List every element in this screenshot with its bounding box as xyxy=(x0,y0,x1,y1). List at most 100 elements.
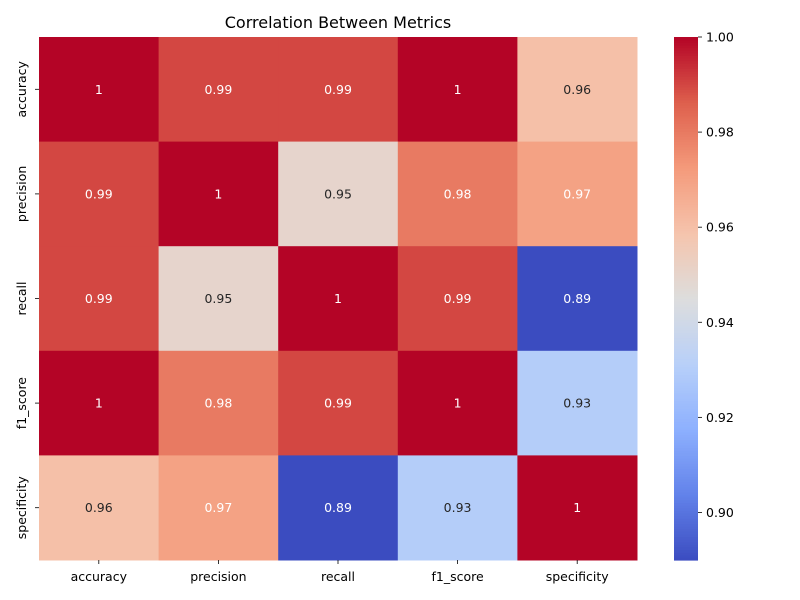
cell-value-label: 0.97 xyxy=(204,500,232,515)
colorbar-segment xyxy=(674,112,698,117)
colorbar-segment xyxy=(674,251,698,255)
colorbar-segment xyxy=(674,437,698,441)
heatmap-cell xyxy=(158,37,279,143)
colorbar-segment xyxy=(674,149,698,153)
colorbar-segment xyxy=(674,512,698,517)
colorbar: 0.90 0.92 0.94 0.96 0.98 1.00 xyxy=(674,30,734,561)
colorbar-segment xyxy=(674,94,698,98)
colorbar-segment xyxy=(674,410,698,415)
colorbar-segment xyxy=(674,57,698,62)
colorbar-segment xyxy=(674,144,698,148)
colorbar-segment xyxy=(674,248,698,253)
colorbar-segment xyxy=(674,502,698,506)
colorbar-segment xyxy=(674,465,698,470)
colorbar-segment xyxy=(674,154,698,158)
colorbar-segment xyxy=(674,256,698,260)
colorbar-segment xyxy=(674,324,698,328)
colorbar-segment xyxy=(674,204,698,208)
colorbar-segment xyxy=(674,392,698,396)
colorbar-segment xyxy=(674,99,698,103)
colorbar-segment xyxy=(674,230,698,234)
colorbar-segment xyxy=(674,541,698,545)
cell-value-label: 0.95 xyxy=(324,186,352,201)
colorbar-segment xyxy=(674,447,698,451)
colorbar-segment xyxy=(674,374,698,378)
colorbar-segment xyxy=(674,463,698,467)
colorbar-segment xyxy=(674,81,698,85)
cell-value-label: 0.99 xyxy=(85,186,113,201)
cell-value-label: 0.93 xyxy=(444,500,472,515)
colorbar-segment xyxy=(674,408,698,412)
colorbar-segment xyxy=(674,486,698,490)
colorbar-segment xyxy=(674,460,698,464)
cell-value-label: 1 xyxy=(454,396,462,411)
colorbar-segment xyxy=(674,319,698,323)
colorbar-tick-label: 0.90 xyxy=(706,505,734,520)
heatmap-cell xyxy=(39,141,160,247)
colorbar-segment xyxy=(674,277,698,281)
cell-value-label: 1 xyxy=(95,82,103,97)
colorbar-segment xyxy=(674,274,698,279)
colorbar-segment xyxy=(674,531,698,535)
colorbar-segment xyxy=(674,165,698,169)
colorbar-segment xyxy=(674,298,698,302)
colorbar-segment xyxy=(674,42,698,46)
heatmap-cell xyxy=(278,350,399,456)
colorbar-segment xyxy=(674,518,698,522)
colorbar-segment xyxy=(674,533,698,538)
colorbar-segment xyxy=(674,138,698,143)
y-tick-label: recall xyxy=(14,281,29,315)
heatmap-cell xyxy=(39,350,160,456)
cell-value-label: 0.99 xyxy=(444,291,472,306)
heatmap-cell xyxy=(158,141,279,247)
colorbar-segment xyxy=(674,110,698,114)
colorbar-segment xyxy=(674,458,698,462)
colorbar-segment xyxy=(674,471,698,475)
colorbar-segment xyxy=(674,546,698,551)
colorbar-segment xyxy=(674,418,698,423)
heatmap-cell xyxy=(278,455,399,561)
colorbar-segment xyxy=(674,424,698,428)
colorbar-segment xyxy=(674,70,698,75)
cell-value-label: 0.99 xyxy=(204,82,232,97)
heatmap-cell xyxy=(397,141,518,247)
colorbar-segment xyxy=(674,342,698,347)
colorbar-segment xyxy=(674,157,698,161)
colorbar-segment xyxy=(674,267,698,271)
colorbar-segment xyxy=(674,238,698,242)
colorbar-segment xyxy=(674,526,698,530)
colorbar-segment xyxy=(674,497,698,501)
colorbar-segment xyxy=(674,39,698,43)
colorbar-segment xyxy=(674,413,698,417)
colorbar-segment xyxy=(674,382,698,386)
colorbar-segment xyxy=(674,76,698,80)
colorbar-segment xyxy=(674,455,698,459)
colorbar-segment xyxy=(674,50,698,54)
colorbar-segment xyxy=(674,429,698,433)
colorbar-segment xyxy=(674,363,698,368)
colorbar-segment xyxy=(674,264,698,268)
colorbar-segment xyxy=(674,311,698,315)
colorbar-segment xyxy=(674,220,698,224)
colorbar-segment xyxy=(674,332,698,336)
colorbar-segment xyxy=(674,492,698,496)
colorbar-segment xyxy=(674,539,698,543)
colorbar-segment xyxy=(674,280,698,284)
colorbar-segment xyxy=(674,233,698,237)
colorbar-segment xyxy=(674,212,698,216)
colorbar-segment xyxy=(674,350,698,355)
colorbar-segment xyxy=(674,254,698,258)
colorbar-segment xyxy=(674,387,698,391)
colorbar-segment xyxy=(674,335,698,339)
colorbar-segment xyxy=(674,206,698,211)
colorbar-segment xyxy=(674,306,698,310)
colorbar-segment xyxy=(674,434,698,438)
y-tick-label: accuracy xyxy=(14,61,29,118)
heatmap-cell xyxy=(39,37,160,143)
colorbar-segment xyxy=(674,431,698,436)
colorbar-segment xyxy=(674,316,698,321)
colorbar-segment xyxy=(674,183,698,187)
colorbar-segment xyxy=(674,235,698,239)
cell-value-label: 0.89 xyxy=(563,291,591,306)
colorbar-segment xyxy=(674,167,698,171)
